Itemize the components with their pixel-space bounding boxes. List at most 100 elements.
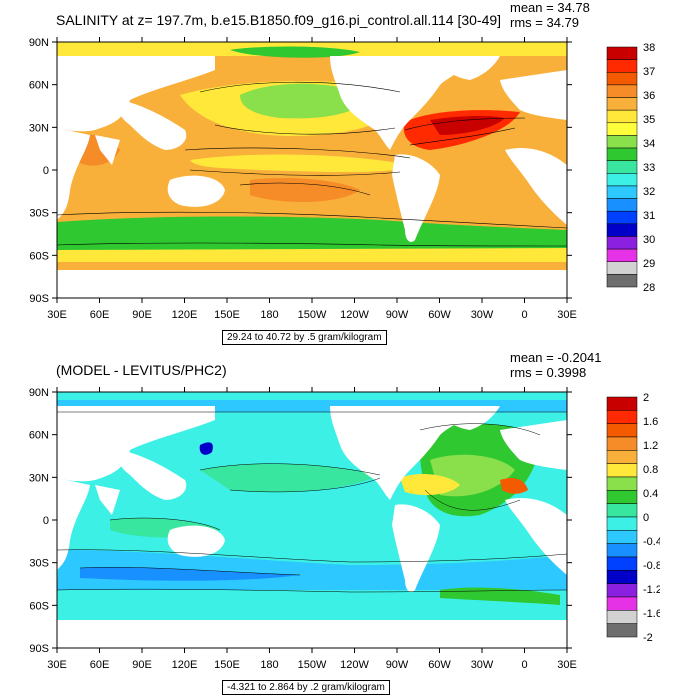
colorbar-label: 0.8 [643,464,658,476]
colorbar-swatch [606,556,638,571]
lon-label: 30E [557,659,577,671]
colorbar-swatch [606,490,638,504]
colorbar-swatch [606,46,638,60]
lon-label: 30W [471,309,494,321]
lon-label: 30E [47,659,67,671]
land-masses [57,406,567,648]
colorbar-swatch [606,173,638,187]
colorbar-swatch [606,72,638,86]
colorbar-label: 28 [643,282,655,294]
equatorial-yellow [190,154,410,173]
colorbar-swatch [606,410,638,424]
colorbar-swatch [606,210,638,225]
colorbar-label: 34 [643,138,655,150]
colorbar-swatch [606,261,638,275]
colorbar-swatch [606,596,638,611]
colorbar-label: 36 [643,90,655,102]
south-atlantic-green [440,587,560,605]
lon-label: 30E [557,309,577,321]
colorbar-label: 33 [643,162,655,174]
colorbar: 38 37 36 35 34 33 32 31 30 29 28 [606,42,655,294]
lon-label: 150W [298,659,327,671]
atlantic-dark-red [430,115,505,135]
colorbar-swatch [606,59,638,73]
lat-label: 30N [29,122,49,134]
colorbar-swatch [606,436,638,451]
lat-label: 90N [29,37,49,49]
lat-label: 60S [29,250,49,262]
lon-label: 120E [172,309,198,321]
lon-label: 90E [132,309,152,321]
north-pacific-green [240,83,370,119]
colorbar-label: 35 [643,114,655,126]
lon-label: 120E [172,659,198,671]
axis-group: 90N 60N 30N 0 30S 60S 90S 30E 60E 90E 120E 150E 180 1… [29,37,577,321]
lat-label: 0 [43,515,49,527]
colorbar-swatch [606,396,638,411]
colorbar-swatch [606,463,638,478]
salinity-map: 90N 60N 30N 0 30S 60S 90S 30E 60E 90E 120E 150E 180 1… [29,37,577,321]
lon-label: 150E [214,309,240,321]
colorbar-swatch [606,610,638,624]
lat-label: 90S [29,293,49,305]
colorbar-swatch [606,97,638,111]
lon-label: 150W [298,309,327,321]
colorbar-swatch [606,623,638,638]
colorbar-swatch [606,583,638,598]
colorbar-swatch [606,198,638,212]
lon-label: 120W [340,659,369,671]
arctic-green [230,46,360,58]
colorbar-label: 1.6 [643,416,658,428]
colorbar-label: 32 [643,186,655,198]
colorbar-swatch [606,223,638,237]
lat-label: 30S [29,558,49,570]
colorbar-label: 29 [643,258,655,270]
axis-group: 90N 60N 30N 0 30S 60S 90S 30E 60E 90E 120E 150E 180 1… [29,387,577,671]
lon-label: 90W [386,659,409,671]
south-pacific-gyre [250,178,360,202]
lon-label: 60W [428,309,451,321]
colorbar-label: 0 [643,512,649,524]
mediterranean-outflow [500,478,528,494]
colorbar-swatch [606,84,638,98]
contour-range-label: -4.321 to 2.864 by .2 gram/kilogram [222,680,390,695]
lon-label: 90W [386,309,409,321]
colorbar-label: -0.4 [643,536,660,548]
okhotsk-blue [199,442,213,455]
rms-value: rms = 34.79 [510,15,580,30]
lon-label: 0 [521,309,527,321]
colorbar-label: 37 [643,66,655,78]
colorbar-swatch [606,503,638,518]
colorbar-swatch [606,450,638,464]
contour-lines [57,81,567,247]
lon-label: 30W [471,659,494,671]
pacific-teal [200,463,380,492]
colorbar-label: 30 [643,234,655,246]
difference-map: 90N 60N 30N 0 30S 60S 90S 30E 60E 90E 120E 150E 180 1… [29,387,577,671]
colorbar-swatch [606,147,638,161]
gulf-yellow [400,474,460,496]
lat-label: 60S [29,600,49,612]
lon-label: 180 [260,659,278,671]
lat-label: 90S [29,643,49,655]
lon-label: 60W [428,659,451,671]
colorbar-swatch [606,135,638,149]
colorbar-swatch [606,476,638,491]
lon-label: 30E [47,309,67,321]
contour-lines [57,411,567,593]
colorbar-label: -0.8 [643,560,660,572]
lon-label: 180 [260,309,278,321]
lat-label: 60N [29,430,49,442]
colorbar-label: 1.2 [643,440,658,452]
difference-panel: (MODEL - LEVITUS/PHC2) mean = -0.2041 rm… [0,350,700,700]
colorbar-swatch [606,530,638,544]
colorbar-swatch [606,185,638,199]
lon-label: 90E [132,659,152,671]
land-masses [57,56,567,298]
colorbar-swatch [606,248,638,262]
colorbar-swatch [606,543,638,558]
contour-range-label: 29.24 to 40.72 by .5 gram/kilogram [222,330,387,345]
lon-label: 120W [340,309,369,321]
lon-label: 150E [214,659,240,671]
colorbar-label: -2 [643,632,653,644]
